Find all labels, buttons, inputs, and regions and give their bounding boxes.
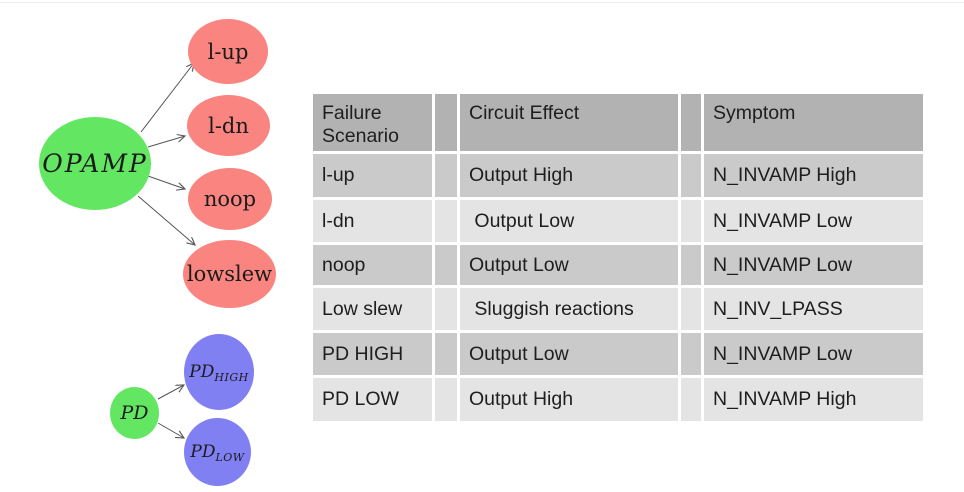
cell-symptom-l-dn: N_INVAMP Low — [704, 200, 923, 242]
spacer-cell — [435, 288, 457, 330]
spacer-cell — [681, 288, 701, 330]
cell-scenario-pd-high: PD HIGH — [313, 333, 432, 375]
top-hairline — [0, 2, 964, 3]
cell-symptom-pd-low: N_INVAMP High — [704, 378, 923, 421]
diagram-node-l-dn: l-dn — [187, 95, 270, 156]
cell-scenario-l-dn: l-dn — [313, 200, 432, 242]
diagram-node-pd-low: PDLOW — [184, 418, 251, 486]
node-label-opamp: OPAMP — [42, 149, 148, 178]
cell-scenario-pd-low: PD LOW — [313, 378, 432, 421]
arrow-pd-to-pdhigh — [157, 385, 184, 400]
spacer-cell — [435, 333, 457, 375]
cell-symptom-noop: N_INVAMP Low — [704, 245, 923, 285]
node-label-pd: PD — [120, 402, 149, 424]
diagram-node-opamp: OPAMP — [39, 117, 151, 210]
header-cell-symptom: Symptom — [704, 94, 923, 151]
header-spacer-cell-2 — [681, 94, 701, 151]
cell-effect-pd-low: Output High — [460, 378, 678, 421]
header-spacer-cell-1 — [435, 94, 457, 151]
failure-scenario-table: Failure Scenario Circuit Effect Symptom … — [313, 94, 923, 421]
spacer-cell — [435, 200, 457, 242]
cell-effect-low-slew: Sluggish reactions — [460, 288, 678, 330]
header-cell-circuit-effect: Circuit Effect — [460, 94, 678, 151]
node-label-lowslew: lowslew — [186, 262, 273, 286]
node-label-l-up: l-up — [207, 39, 249, 64]
pd-low-subscript: LOW — [215, 451, 245, 464]
spacer-cell — [681, 154, 701, 197]
arrow-opamp-to-lup — [140, 63, 194, 133]
node-label-noop: noop — [203, 187, 257, 211]
cell-scenario-l-up: l-up — [313, 154, 432, 197]
arrow-opamp-to-noop — [147, 175, 185, 189]
node-label-pd-low: PDLOW — [190, 442, 245, 464]
spacer-cell — [435, 154, 457, 197]
spacer-cell — [681, 200, 701, 242]
cell-effect-l-dn: Output Low — [460, 200, 678, 242]
diagram-node-pd-high: PDHIGH — [184, 334, 254, 410]
node-label-l-dn: l-dn — [208, 113, 249, 138]
cell-effect-noop: Output Low — [460, 245, 678, 285]
node-label-pd-high: PDHIGH — [189, 362, 249, 384]
diagram-node-lowslew: lowslew — [183, 240, 276, 308]
diagram-node-l-up: l-up — [188, 19, 268, 84]
header-cell-failure-scenario: Failure Scenario — [313, 94, 432, 151]
diagram-node-pd: PD — [110, 387, 159, 439]
spacer-cell — [435, 245, 457, 285]
spacer-cell — [435, 378, 457, 421]
spacer-cell — [681, 245, 701, 285]
cell-effect-pd-high: Output Low — [460, 333, 678, 375]
cell-symptom-pd-high: N_INVAMP Low — [704, 333, 923, 375]
cell-scenario-noop: noop — [313, 245, 432, 285]
cell-symptom-low-slew: N_INV_LPASS — [704, 288, 923, 330]
arrow-opamp-to-lowslew — [137, 195, 195, 245]
pd-high-subscript: HIGH — [214, 371, 249, 384]
cell-symptom-l-up: N_INVAMP High — [704, 154, 923, 197]
arrow-opamp-to-ldn — [147, 136, 185, 148]
diagram-node-noop: noop — [188, 168, 272, 230]
cell-scenario-low-slew: Low slew — [313, 288, 432, 330]
spacer-cell — [681, 378, 701, 421]
cell-effect-l-up: Output High — [460, 154, 678, 197]
arrow-pd-to-pdlow — [157, 422, 184, 438]
spacer-cell — [681, 333, 701, 375]
